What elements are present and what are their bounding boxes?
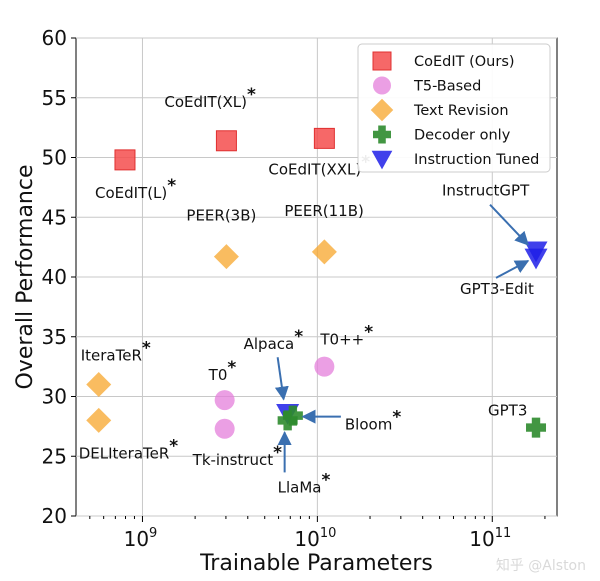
- point-llama: [277, 410, 298, 431]
- point-coedit-xl-: [215, 130, 237, 152]
- arrow-instructgpt: [489, 204, 529, 246]
- point-peer-11b-: [311, 239, 337, 265]
- data-points: [86, 127, 548, 439]
- point-label: IteraTeR*: [81, 339, 151, 365]
- point-labels: CoEdIT(L)*CoEdIT(XL)*CoEdIT(XXL)*PEER(3B…: [79, 85, 534, 497]
- point-label: InstructGPT: [442, 182, 530, 200]
- point-tk-instruct: [214, 418, 235, 439]
- y-tick-label: 55: [42, 86, 67, 110]
- y-tick-label: 25: [42, 444, 67, 468]
- y-tick-label: 40: [42, 265, 67, 289]
- point-iterater: [86, 372, 112, 398]
- point-t0-: [314, 356, 335, 377]
- point-gpt3: [526, 417, 547, 438]
- y-axis-label: Overall Performance: [13, 164, 38, 389]
- y-tick-label: 45: [42, 205, 67, 229]
- x-tick-label: 1011: [469, 526, 511, 551]
- point-gpt3-edit: [524, 248, 548, 270]
- point-label: CoEdIT(L)*: [95, 176, 176, 202]
- point-label: Bloom*: [345, 408, 401, 434]
- point-bloom: [282, 405, 303, 426]
- point-label: Tk-instruct*: [192, 443, 282, 469]
- point-label: GPT3-Edit: [460, 280, 534, 298]
- legend-label: Text Revision: [413, 103, 509, 119]
- point-label: GPT3: [488, 402, 527, 420]
- legend-marker-text_revision: [370, 98, 394, 122]
- point-label: Alpaca*: [244, 327, 304, 353]
- arrow-alpaca: [274, 357, 289, 401]
- y-tick-label: 60: [42, 26, 67, 50]
- legend-marker-decoder: [373, 125, 391, 144]
- point-peer-3b-: [213, 244, 239, 270]
- annotation-arrows: [274, 204, 530, 473]
- point-label: T0++*: [319, 323, 373, 349]
- legend-box: [357, 43, 551, 173]
- point-label: LlaMa*: [278, 470, 331, 496]
- axis-ticks: 20 25 30 35 40 45 50 55 60 109 1010 1011: [42, 26, 546, 551]
- y-tick-label: 30: [42, 385, 67, 409]
- point-label: DELIteraTeR*: [79, 436, 179, 462]
- point-label: CoEdIT(XL)*: [164, 85, 256, 111]
- point-label: PEER(3B): [186, 207, 256, 225]
- point-t0: [214, 390, 235, 411]
- legend-marker-t5: [373, 76, 391, 95]
- arrow-gpt3-edit: [495, 259, 530, 279]
- legend-label: Instruction Tuned: [414, 152, 539, 168]
- point-label: PEER(11B): [284, 202, 364, 220]
- y-tick-label: 50: [42, 146, 67, 170]
- legend-marker-instruction: [371, 150, 393, 170]
- point-deliterater: [86, 407, 112, 433]
- legend-label: CoEdIT (Ours): [414, 54, 515, 70]
- x-axis-label: Trainable Parameters: [199, 551, 433, 576]
- point-coedit-xxl-: [313, 127, 335, 149]
- legend: CoEdIT (Ours) T5-Based Text Revision Decode…: [357, 43, 551, 173]
- legend-label: T5-Based: [413, 79, 481, 95]
- y-tick-label: 35: [42, 325, 67, 349]
- legend-label: Decoder only: [414, 128, 511, 144]
- x-tick-label: 109: [124, 526, 158, 551]
- x-tick-label: 1010: [294, 526, 336, 551]
- point-coedit-l-: [114, 149, 136, 171]
- legend-marker-coedit: [372, 51, 392, 71]
- point-label: T0*: [208, 358, 237, 384]
- y-tick-label: 20: [42, 504, 67, 528]
- watermark: 知乎 @Alston: [495, 558, 586, 574]
